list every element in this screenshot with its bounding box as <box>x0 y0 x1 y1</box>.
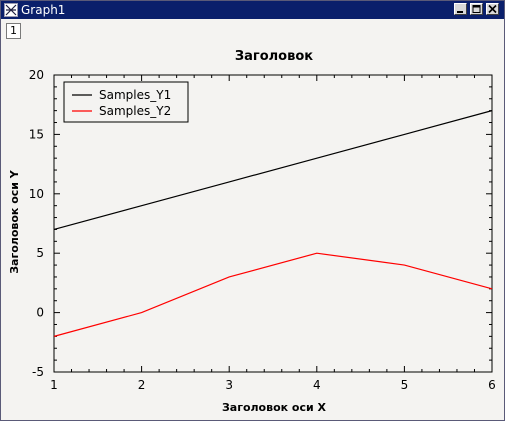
maximize-button[interactable] <box>470 3 483 15</box>
x-axis-label: Заголовок оси X <box>222 401 327 414</box>
series-lines <box>53 110 493 337</box>
y-tick-label: -5 <box>32 365 44 379</box>
x-tick-label: 4 <box>313 378 321 392</box>
y-tick-label: 15 <box>29 127 44 141</box>
minimize-icon <box>457 11 463 13</box>
ticks: 1 2 3 4 5 6 -5 0 5 10 15 20 <box>29 68 496 392</box>
graph-window-icon[interactable] <box>4 3 18 17</box>
legend-entry-label: Samples_Y1 <box>99 88 171 102</box>
y-tick-label: 0 <box>36 306 44 320</box>
chart-title: Заголовок <box>235 49 313 64</box>
y-tick-label: 20 <box>29 68 44 82</box>
close-icon <box>488 4 497 14</box>
maximize-icon <box>472 5 481 13</box>
x-tick-label: 2 <box>138 378 146 392</box>
plot-frame <box>53 74 493 373</box>
y-tick-label: 10 <box>29 187 44 201</box>
series-line-1 <box>53 110 493 231</box>
series-line-2 <box>53 252 493 337</box>
legend-box <box>63 81 189 123</box>
x-tick-label: 3 <box>225 378 233 392</box>
close-button[interactable] <box>486 3 499 15</box>
minimize-button[interactable] <box>454 3 467 15</box>
x-tick-label: 5 <box>401 378 409 392</box>
y-tick-label: 5 <box>36 246 44 260</box>
x-tick-label: 1 <box>50 378 58 392</box>
window-title: Graph1 <box>21 3 66 17</box>
title-bar[interactable]: Graph1 <box>1 1 504 19</box>
y-axis-label: Заголовок оси Y <box>8 169 21 274</box>
axes <box>53 74 493 373</box>
x-tick-label: 6 <box>488 378 496 392</box>
legend: Samples_Y1 Samples_Y2 <box>63 81 189 123</box>
layer-tab[interactable]: 1 <box>6 23 21 39</box>
legend-entry-label: Samples_Y2 <box>99 104 171 118</box>
